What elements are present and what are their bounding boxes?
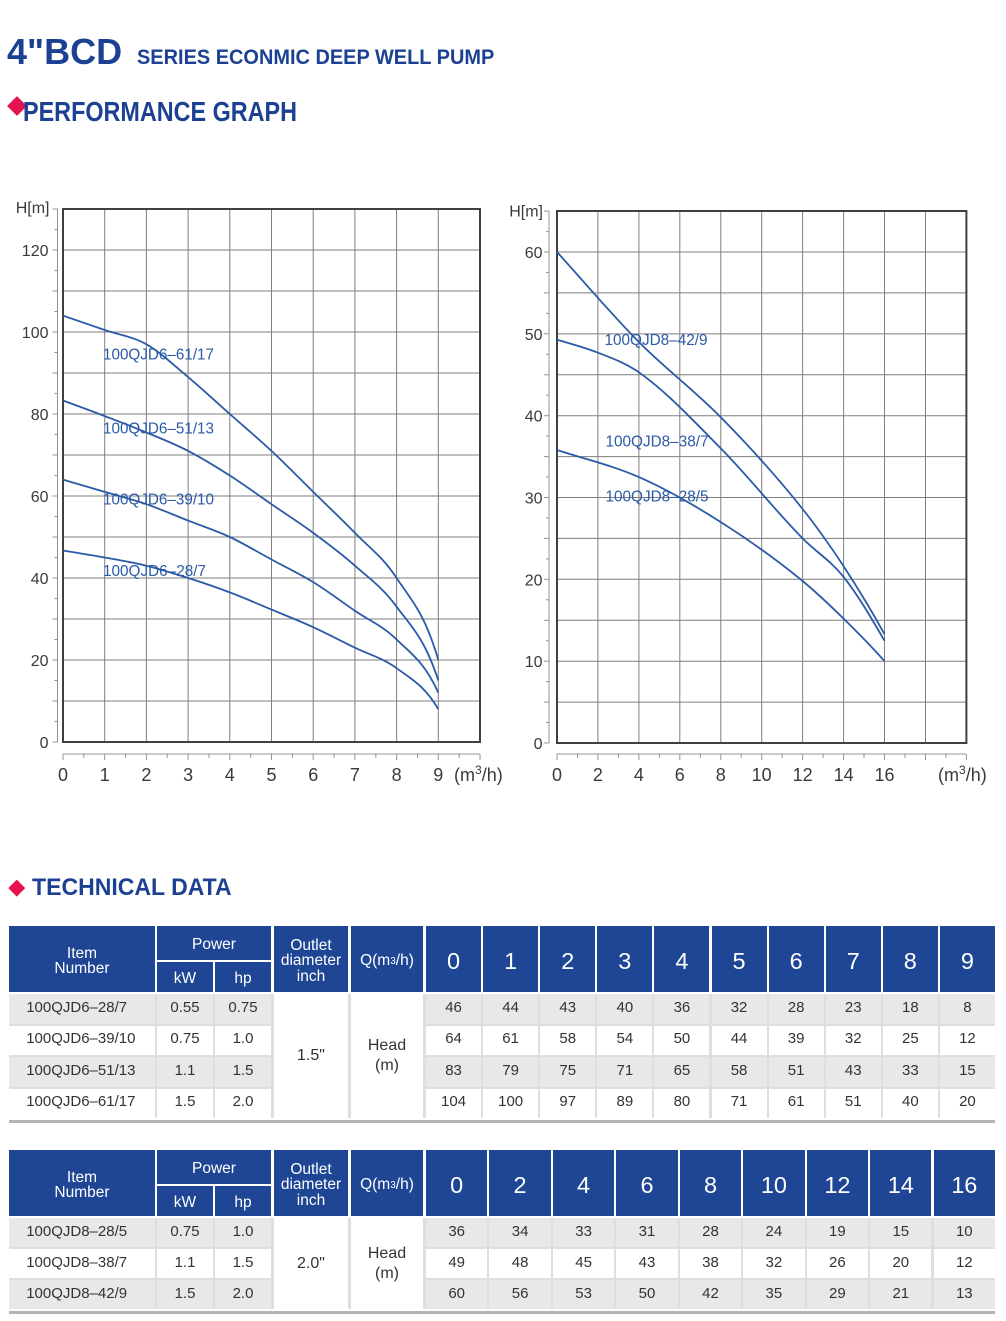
svg-text:20: 20: [525, 572, 543, 589]
svg-text:1: 1: [100, 765, 110, 785]
svg-text:6: 6: [675, 765, 685, 785]
svg-text:20: 20: [31, 653, 49, 670]
svg-text:60: 60: [525, 245, 543, 262]
svg-text:10: 10: [752, 765, 772, 785]
svg-text:8: 8: [716, 765, 726, 785]
svg-text:50: 50: [525, 327, 543, 344]
svg-text:6: 6: [308, 765, 318, 785]
svg-text:40: 40: [31, 571, 49, 588]
svg-text:3: 3: [183, 765, 193, 785]
svg-text:2: 2: [593, 765, 603, 785]
svg-text:10: 10: [525, 654, 543, 671]
svg-text:120: 120: [22, 243, 49, 260]
svg-text:100QJD8–42/9: 100QJD8–42/9: [605, 332, 708, 349]
svg-text:80: 80: [31, 407, 49, 424]
svg-text:100QJD6–28/7: 100QJD6–28/7: [103, 563, 206, 580]
svg-text:H[m]: H[m]: [16, 200, 50, 217]
svg-text:100QJD8–28/5: 100QJD8–28/5: [606, 489, 709, 506]
svg-text:4: 4: [225, 765, 235, 785]
svg-text:100QJD6–51/13: 100QJD6–51/13: [103, 421, 214, 438]
svg-text:16: 16: [874, 765, 894, 785]
svg-text:4: 4: [634, 765, 644, 785]
svg-text:H[m]: H[m]: [509, 204, 543, 221]
svg-text:60: 60: [31, 489, 49, 506]
svg-text:0: 0: [534, 736, 543, 753]
svg-text:9: 9: [433, 765, 443, 785]
svg-text:(m3/h): (m3/h): [454, 763, 503, 785]
svg-text:8: 8: [392, 765, 402, 785]
svg-text:(m3/h): (m3/h): [938, 763, 987, 785]
svg-text:2: 2: [141, 765, 151, 785]
svg-text:40: 40: [525, 409, 543, 426]
svg-text:7: 7: [350, 765, 360, 785]
svg-text:0: 0: [58, 765, 68, 785]
svg-text:100QJD6–61/17: 100QJD6–61/17: [103, 347, 214, 364]
svg-text:100: 100: [22, 325, 49, 342]
svg-text:5: 5: [266, 765, 276, 785]
svg-text:30: 30: [525, 491, 543, 508]
svg-text:14: 14: [834, 765, 854, 785]
svg-text:0: 0: [552, 765, 562, 785]
svg-text:12: 12: [793, 765, 813, 785]
svg-text:0: 0: [40, 735, 49, 752]
svg-text:100QJD8–38/7: 100QJD8–38/7: [606, 434, 709, 451]
svg-text:100QJD6–39/10: 100QJD6–39/10: [103, 492, 214, 509]
